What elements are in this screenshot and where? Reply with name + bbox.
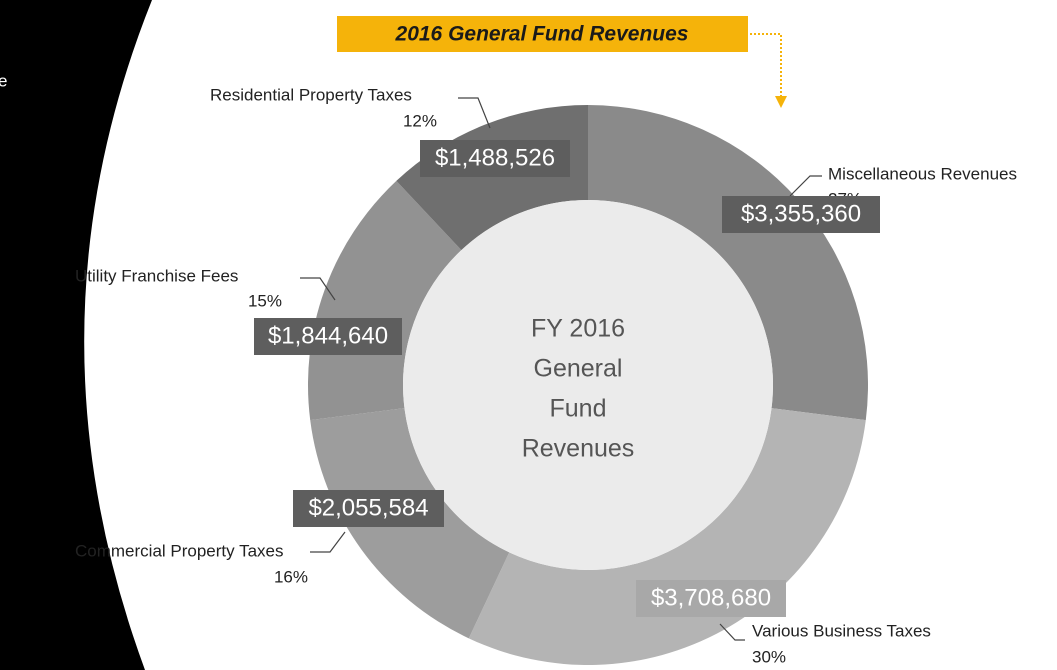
leader-lines xyxy=(300,97,822,641)
center-label: FY 2016 xyxy=(531,315,625,343)
category-label: Residential Property Taxes xyxy=(210,85,412,104)
amount-label: $3,355,360 xyxy=(741,200,861,227)
percent-label: 30% xyxy=(752,647,786,666)
category-label: Various Business Taxes xyxy=(752,621,931,640)
side-panel xyxy=(0,0,152,670)
donut-hole xyxy=(403,200,773,570)
wedge xyxy=(308,180,462,421)
amount-label: $1,844,640 xyxy=(268,322,388,349)
amount-label: $1,488,526 xyxy=(435,144,555,171)
percent-label: 12% xyxy=(403,111,437,130)
amount-box xyxy=(636,580,786,617)
leader-line xyxy=(789,175,822,197)
center-label: General xyxy=(534,355,623,383)
amount-box xyxy=(293,490,444,527)
leader-line xyxy=(310,531,346,553)
category-label: Commercial Property Taxes xyxy=(75,541,283,560)
title-arrowhead xyxy=(775,96,787,108)
side-text: e xyxy=(0,71,7,90)
amount-box xyxy=(722,196,880,233)
center-label: Fund xyxy=(550,395,607,423)
donut xyxy=(308,105,868,665)
percent-label: 15% xyxy=(248,291,282,310)
leader-line xyxy=(300,277,336,301)
category-label: Miscellaneous Revenues xyxy=(828,164,1017,183)
category-label: Utility Franchise Fees xyxy=(75,266,238,285)
percent-label: 16% xyxy=(274,567,308,586)
wedge xyxy=(468,408,866,665)
labels: FY 2016 General Fund Revenues Miscellaneous … xyxy=(75,85,1017,666)
amount-box xyxy=(420,140,570,177)
title-box xyxy=(337,16,748,52)
center-label: Revenues xyxy=(522,435,635,463)
leader-line xyxy=(458,97,491,129)
title-arrow xyxy=(750,33,782,98)
leader-line xyxy=(719,623,745,641)
chart-title: 2016 General Fund Revenues xyxy=(395,23,689,46)
amount-box xyxy=(254,318,402,355)
wedge xyxy=(588,105,868,421)
amount-label: $2,055,584 xyxy=(308,494,428,521)
amount-label: $3,708,680 xyxy=(651,584,771,611)
